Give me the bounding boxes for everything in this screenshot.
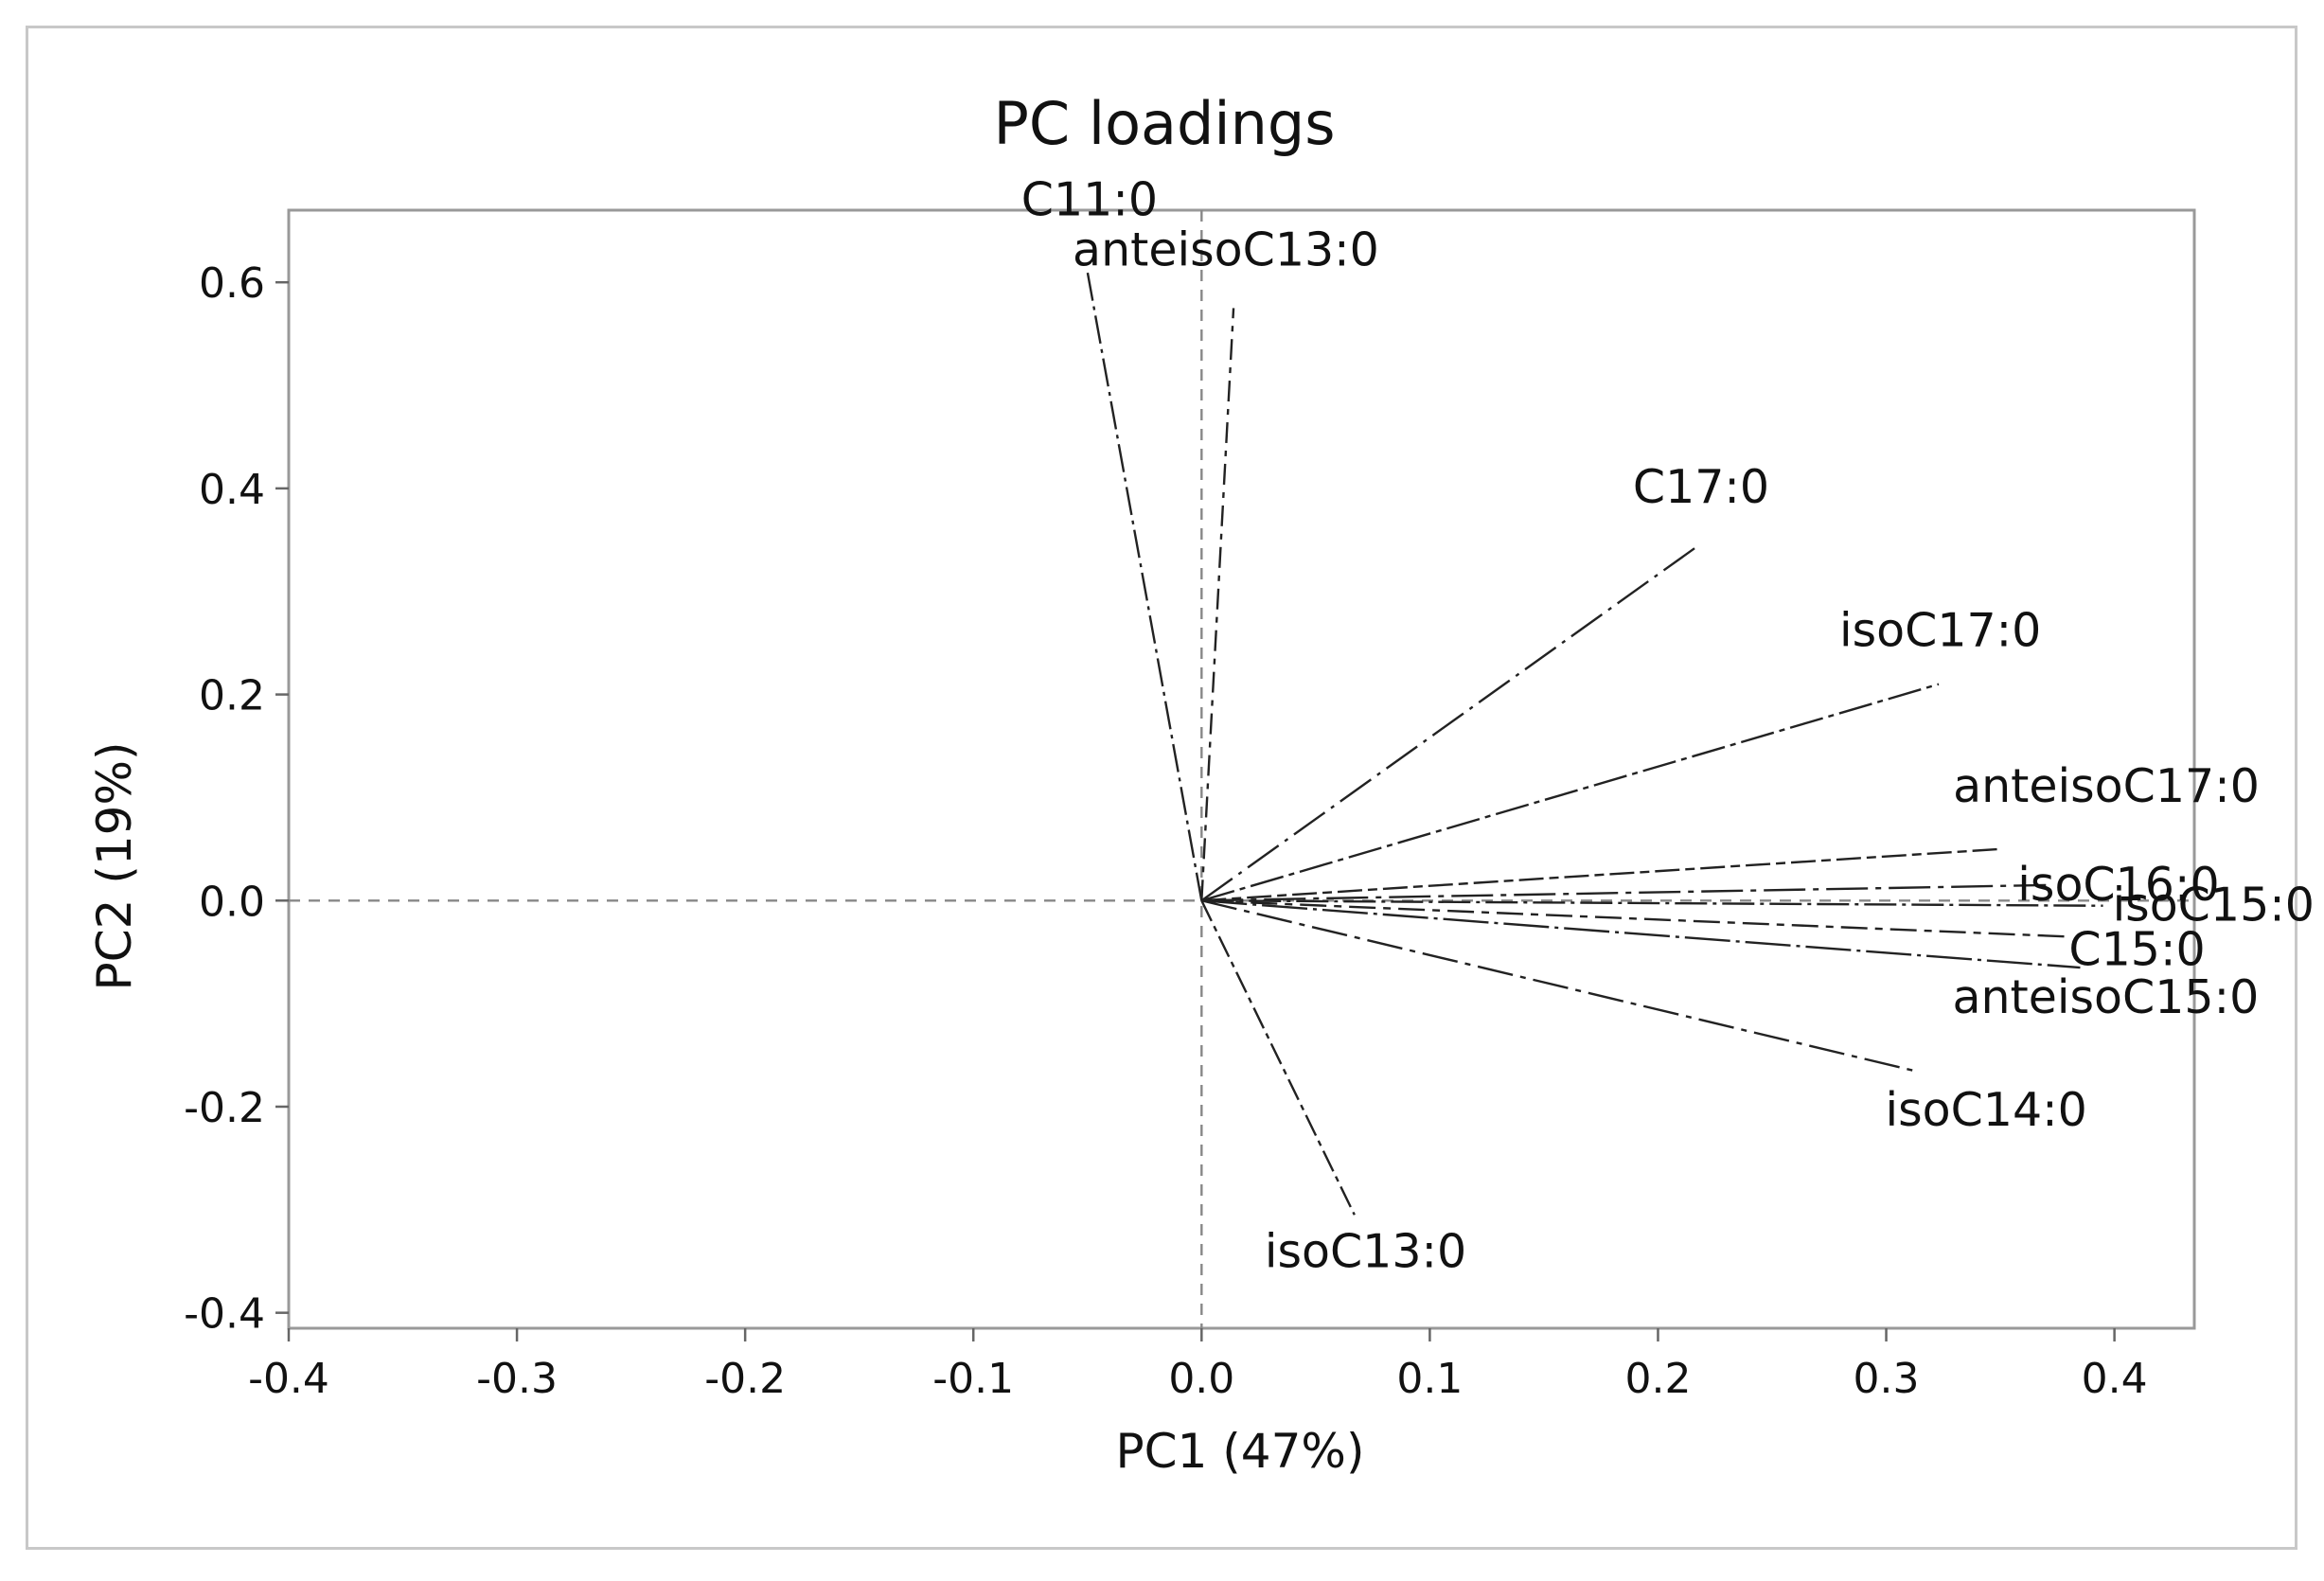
loading-vector-c11-0 bbox=[1086, 272, 1203, 901]
y-tick-label: -0.2 bbox=[184, 1084, 265, 1132]
x-tick-label: 0.4 bbox=[2082, 1355, 2148, 1403]
loading-vector-c15-0 bbox=[1201, 899, 2069, 938]
y-axis-label: PC2 (19%) bbox=[87, 742, 142, 991]
loading-vector-anteisoc13-0 bbox=[1200, 308, 1235, 901]
loading-vector-c17-0 bbox=[1200, 543, 1700, 902]
loading-label-c15-0: C15:0 bbox=[2068, 922, 2205, 976]
loading-label-isoc16-0: isoC16:0 bbox=[2017, 858, 2219, 912]
x-tick-label: 0.3 bbox=[1854, 1355, 1920, 1403]
loading-label-isoc13-0: isoC13:0 bbox=[1265, 1224, 1466, 1278]
x-tick-label: -0.2 bbox=[704, 1355, 786, 1403]
y-tick-label: 0.4 bbox=[199, 466, 265, 514]
loading-vector-isoc15-0 bbox=[1201, 899, 2103, 907]
loading-label-isoc14-0: isoC14:0 bbox=[1885, 1083, 2086, 1137]
y-tick-label: 0.6 bbox=[199, 259, 265, 308]
y-tick-label: 0.2 bbox=[199, 672, 265, 720]
loading-vector-isoc17-0 bbox=[1200, 683, 1940, 902]
loading-vector-isoc14-0 bbox=[1201, 899, 1914, 1073]
y-tick-label: 0.0 bbox=[199, 878, 265, 926]
x-axis-label: PC1 (47%) bbox=[1116, 1424, 1365, 1479]
loading-label-anteisoc15-0: anteisoC15:0 bbox=[1952, 970, 2259, 1024]
loading-label-c11-0: C11:0 bbox=[1021, 172, 1158, 226]
loading-vector-anteisoc15-0 bbox=[1201, 899, 2081, 969]
chart-title: PC loadings bbox=[993, 89, 1335, 158]
loading-label-isoc15-0: isoC15:0 bbox=[2113, 879, 2315, 933]
loading-vector-isoc13-0 bbox=[1200, 899, 1356, 1216]
y-tick-label: -0.4 bbox=[184, 1290, 265, 1339]
x-tick-label: 0.1 bbox=[1396, 1355, 1463, 1403]
loading-label-anteisoc13-0: anteisoC13:0 bbox=[1073, 222, 1379, 276]
loading-label-c17-0: C17:0 bbox=[1633, 460, 1769, 514]
loading-label-anteisoc17-0: anteisoC17:0 bbox=[1953, 759, 2260, 813]
x-tick-label: -0.1 bbox=[932, 1355, 1014, 1403]
x-tick-label: 0.0 bbox=[1168, 1355, 1234, 1403]
loading-vector-anteisoc17-0 bbox=[1201, 847, 2001, 902]
loading-label-isoc17-0: isoC17:0 bbox=[1839, 604, 2041, 658]
x-tick-label: 0.2 bbox=[1624, 1355, 1691, 1403]
chart-frame bbox=[26, 26, 2297, 1550]
x-tick-label: -0.3 bbox=[476, 1355, 558, 1403]
loading-vector-isoc16-0 bbox=[1201, 883, 2047, 902]
x-tick-label: -0.4 bbox=[248, 1355, 329, 1403]
plot-area-border bbox=[287, 208, 2196, 1330]
